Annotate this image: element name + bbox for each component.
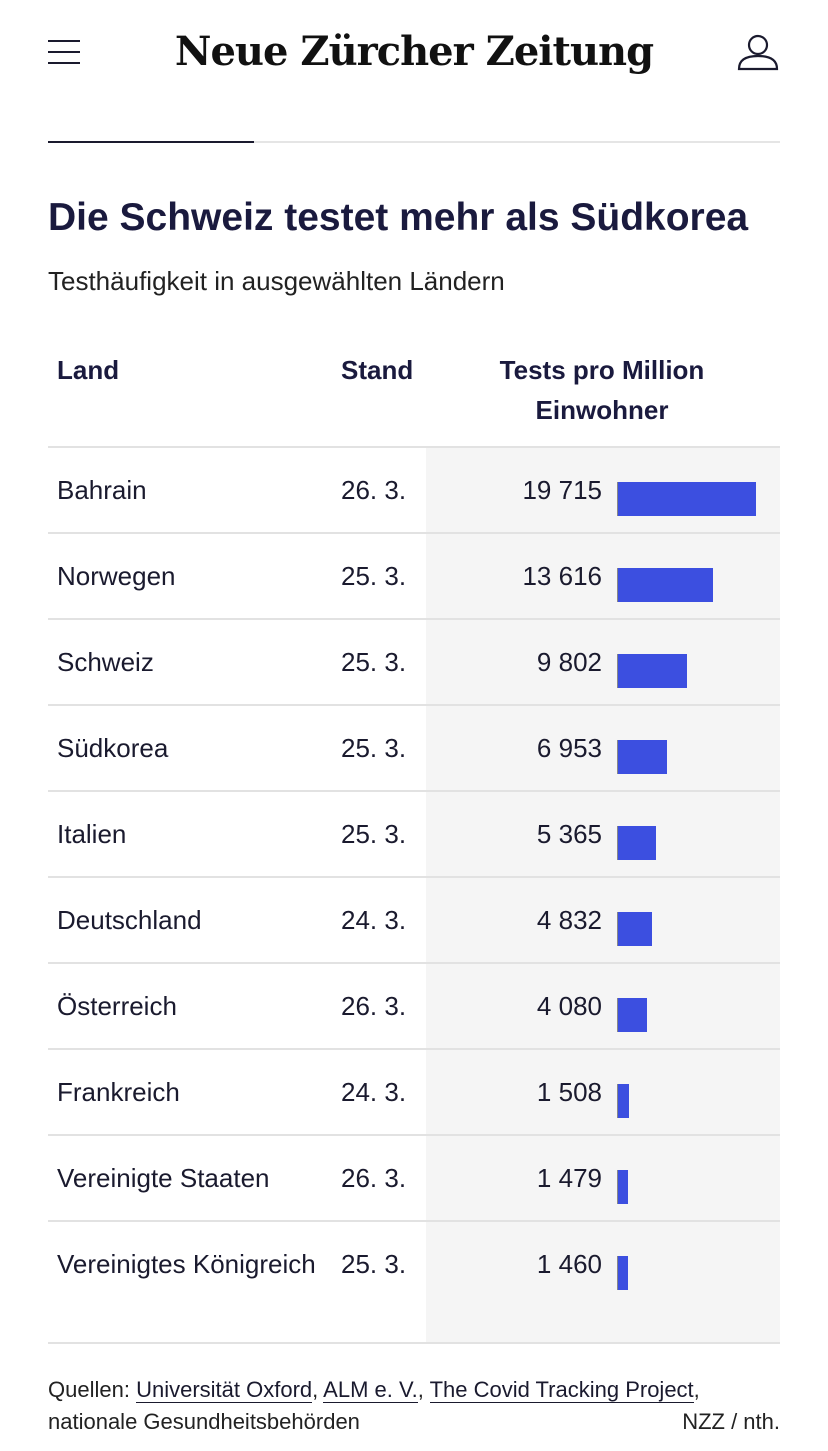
source-link[interactable]: Universität Oxford	[136, 1377, 313, 1403]
column-header-tests: Tests pro Million Einwohner	[499, 355, 705, 425]
value-bar	[618, 568, 713, 602]
cell-land: Vereinigte Staaten	[57, 1163, 270, 1193]
bar-baseline	[617, 1084, 618, 1118]
cell-stand: 24. 3.	[341, 905, 407, 935]
table-body: Bahrain 26. 3. 19 715 Norwegen 25. 3. 13 616 S…	[48, 448, 780, 1344]
value-bar	[618, 654, 687, 688]
table-header: Land Stand Tests pro Million Einwohner	[48, 340, 780, 448]
value-column-background	[426, 448, 780, 1344]
bar-baseline	[617, 740, 618, 774]
table-row: Frankreich 24. 3. 1 508	[48, 1050, 780, 1136]
cell-stand: 26. 3.	[341, 475, 407, 505]
cell-value: 6 953	[536, 733, 602, 763]
chart-footer: Quellen: Universität Oxford, ALM e. V., …	[48, 1374, 780, 1438]
site-logo[interactable]: Neue Zürcher Zeitung	[174, 28, 654, 75]
column-header-land: Land	[57, 355, 120, 385]
cell-stand: 25. 3.	[341, 819, 407, 849]
cell-land: Italien	[57, 819, 127, 849]
table-row: Schweiz 25. 3. 9 802	[48, 620, 780, 706]
bar-baseline	[617, 1170, 618, 1204]
table-row: Norwegen 25. 3. 13 616	[48, 534, 780, 620]
cell-land: Deutschland	[57, 905, 202, 935]
cell-value: 4 080	[536, 991, 602, 1021]
cell-land: Südkorea	[57, 733, 169, 763]
section-divider	[48, 141, 780, 143]
user-account-icon[interactable]	[736, 32, 780, 72]
table-row: Vereinigtes Königreich 25. 3. 1 460	[48, 1222, 780, 1344]
sources-label: Quellen:	[48, 1377, 130, 1402]
cell-value: 9 802	[536, 647, 602, 677]
table-row: Deutschland 24. 3. 4 832	[48, 878, 780, 964]
cell-stand: 25. 3.	[341, 733, 407, 763]
column-header-stand: Stand	[341, 355, 414, 385]
cell-land: Schweiz	[57, 647, 154, 677]
cell-stand: 25. 3.	[341, 561, 407, 591]
table-row: Südkorea 25. 3. 6 953	[48, 706, 780, 792]
table-row: Italien 25. 3. 5 365	[48, 792, 780, 878]
cell-value: 5 365	[536, 819, 602, 849]
source-link[interactable]: The Covid Tracking Project	[429, 1377, 694, 1403]
cell-land: Frankreich	[57, 1077, 180, 1107]
bar-baseline	[617, 568, 618, 602]
value-bar	[618, 1084, 629, 1118]
cell-stand: 26. 3.	[341, 1163, 407, 1193]
bar-baseline	[617, 482, 618, 516]
value-bar	[618, 912, 652, 946]
bar-baseline	[617, 654, 618, 688]
bar-baseline	[617, 998, 618, 1032]
source-link[interactable]: ALM e. V.	[323, 1377, 418, 1403]
section-divider-active	[48, 141, 254, 143]
cell-land: Österreich	[57, 991, 177, 1021]
cell-land: Norwegen	[57, 561, 176, 591]
cell-value: 4 832	[536, 905, 602, 935]
value-bar	[618, 740, 667, 774]
cell-land: Vereinigtes Königreich	[57, 1249, 316, 1279]
cell-stand: 24. 3.	[341, 1077, 407, 1107]
sources-tail: nationale Gesundheitsbehörden	[48, 1409, 360, 1434]
value-bar	[618, 998, 647, 1032]
chart-subtitle: Testhäufigkeit in ausgewählten Ländern	[48, 266, 505, 296]
hamburger-menu-icon[interactable]	[48, 40, 80, 64]
value-bar	[618, 826, 656, 860]
cell-value: 1 479	[536, 1163, 602, 1193]
bar-baseline	[617, 912, 618, 946]
table-row: Bahrain 26. 3. 19 715	[48, 448, 780, 534]
table-row: Vereinigte Staaten 26. 3. 1 479	[48, 1136, 780, 1222]
chart-title: Die Schweiz testet mehr als Südkorea	[48, 196, 749, 239]
cell-stand: 25. 3.	[341, 647, 407, 677]
credit-line: NZZ / nth.	[682, 1409, 780, 1434]
cell-value: 1 508	[536, 1077, 602, 1107]
value-bar	[618, 482, 756, 516]
cell-stand: 25. 3.	[341, 1249, 407, 1279]
cell-value: 19 715	[522, 475, 602, 505]
data-table: Land Stand Tests pro Million Einwohner B…	[48, 340, 780, 1344]
cell-value: 13 616	[522, 561, 602, 591]
site-header: Neue Zürcher Zeitung	[0, 0, 828, 110]
value-bar	[618, 1256, 628, 1290]
value-bar	[618, 1170, 628, 1204]
cell-stand: 26. 3.	[341, 991, 407, 1021]
table-row: Österreich 26. 3. 4 080	[48, 964, 780, 1050]
bar-baseline	[617, 826, 618, 860]
cell-land: Bahrain	[57, 475, 147, 505]
cell-value: 1 460	[536, 1249, 602, 1279]
bar-baseline	[617, 1256, 618, 1290]
